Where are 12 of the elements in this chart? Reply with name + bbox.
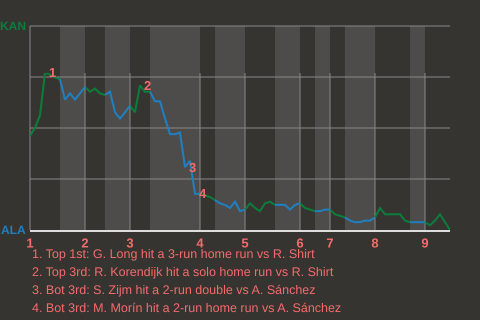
text: 2. Top 3rd: R. Korendijk hit a solo home run vs R. Shirt xyxy=(32,265,334,279)
annotation: 1 xyxy=(49,65,56,80)
annotation: 2 xyxy=(144,78,152,93)
text: 3. Bot 3rd: S. Zijm hit a 2-run double vs A. Sánchez xyxy=(32,283,316,297)
x-tick-label: 7 xyxy=(326,236,334,251)
text: KAN xyxy=(0,19,26,33)
x-tick-label: 9 xyxy=(421,236,429,251)
text: ALA xyxy=(1,223,26,237)
x-tick-label: 8 xyxy=(371,236,379,251)
x-tick-label: 1 xyxy=(26,236,34,251)
annotation: 4 xyxy=(199,186,207,201)
text: 4. Bot 3rd: M. Morín hit a 2-run home run vs A. Sánchez xyxy=(32,301,342,315)
